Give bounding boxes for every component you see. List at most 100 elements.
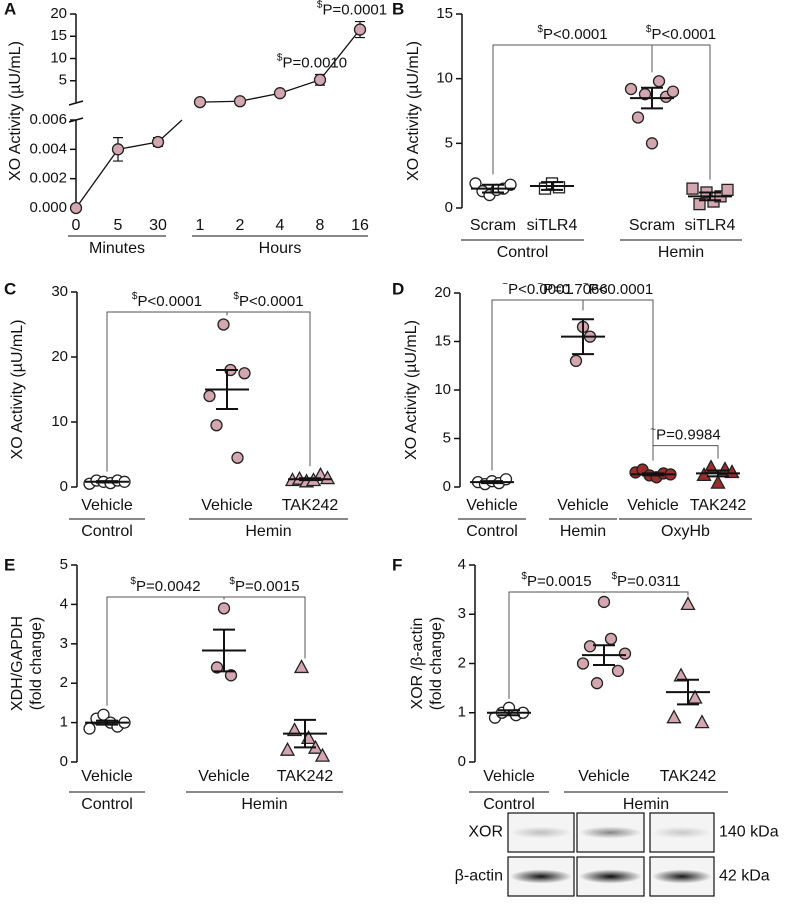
p-value-annotation: $P=0.0001 <box>317 0 387 19</box>
data-point <box>504 178 517 191</box>
y-tick-label: 10 <box>436 70 453 87</box>
y-tick-label: 5 <box>443 429 451 446</box>
y-tick-label: 0 <box>445 199 453 216</box>
y-tick-label: 0.006 <box>29 111 67 128</box>
data-point <box>687 689 703 704</box>
data-point <box>314 747 331 762</box>
data-point <box>231 451 244 464</box>
x-category-label: TAK242 <box>282 497 339 514</box>
blot-band <box>510 826 572 839</box>
y-tick-label: 0.000 <box>29 199 67 216</box>
blot-row-label: XOR <box>468 824 503 841</box>
sem-bar <box>498 709 520 717</box>
y-axis-label: XO Activity (µU/mL) <box>403 320 420 460</box>
p-value: ~P<0.0001 <box>583 279 654 298</box>
x-category-label: 5 <box>114 217 123 234</box>
superscript-mark: $ <box>130 576 136 587</box>
p-value: $P=0.0042 <box>130 576 200 595</box>
sem-bar <box>642 472 664 477</box>
data-point <box>569 354 583 368</box>
x-category-label: siTLR4 <box>685 217 736 234</box>
p-value: ~P=0.9984 <box>650 425 721 444</box>
data-point <box>673 667 689 682</box>
blot-band <box>579 826 642 839</box>
panel-letter: F <box>392 555 402 574</box>
superscript-mark: $ <box>646 24 652 35</box>
p-value-text: P=0.0001 <box>322 2 387 19</box>
data-point <box>631 111 645 124</box>
p-value-text: P=0.0010 <box>282 54 347 71</box>
group-label: Control <box>466 523 518 540</box>
data-point <box>193 95 207 109</box>
p-value-text: P<0.0001 <box>543 26 608 43</box>
y-tick-label: 4 <box>60 595 68 612</box>
blot-band <box>510 869 572 884</box>
x-category-label: Vehicle <box>81 497 133 514</box>
y-axis-label: XO Activity (µU/mL) <box>405 41 422 181</box>
x-category-label: Vehicle <box>557 497 609 514</box>
group-label: Hemin <box>241 796 287 813</box>
group-label: OxyHb <box>661 523 710 540</box>
superscript-mark: ~ <box>502 279 508 290</box>
p-value: $P<0.0001 <box>537 24 607 43</box>
data-point <box>710 474 726 489</box>
data-point <box>611 664 625 678</box>
sem-bar <box>707 469 729 478</box>
data-point <box>652 75 666 88</box>
sem-bar <box>213 628 235 673</box>
blot-row-label: β-actin <box>455 868 503 885</box>
y-axis-label: XDH/GAPDH <box>9 616 26 711</box>
y-axis-label: XO Activity (µU/mL) <box>7 41 24 181</box>
superscript-mark: ~ <box>583 279 589 290</box>
sem-bar <box>699 191 721 202</box>
p-value: $P<0.0001 <box>233 291 303 310</box>
p-value: ~P<0.0001 <box>502 279 573 298</box>
data-point <box>666 85 680 98</box>
p-value: $P<0.0001 <box>646 24 716 43</box>
sem-bar <box>593 644 615 666</box>
data-point <box>666 709 682 724</box>
significance-bracket <box>491 299 654 471</box>
data-point <box>210 419 223 432</box>
axis-break <box>68 117 84 123</box>
y-tick-label: 5 <box>60 556 68 573</box>
data-point <box>353 23 367 36</box>
p-value-text: P=0.0311 <box>617 573 681 590</box>
x-category-label: Vehicle <box>198 768 250 785</box>
p-value-text: P=0.0015 <box>235 578 300 595</box>
p-value-text: P=0.0042 <box>136 578 201 595</box>
y-axis-label: (fold change) <box>28 617 45 710</box>
data-point <box>576 657 590 670</box>
data-point <box>83 722 96 735</box>
superscript-mark: ~ <box>537 279 543 290</box>
significance-bracket <box>491 299 584 471</box>
significance-bracket <box>226 311 311 467</box>
y-tick-label: 0 <box>443 478 451 495</box>
superscript-mark: $ <box>317 0 323 11</box>
data-point <box>618 647 632 660</box>
x-category-label: 30 <box>149 217 167 234</box>
data-point <box>233 95 247 108</box>
y-tick-label: 3 <box>458 605 466 622</box>
data-point <box>319 470 336 485</box>
p-value: $P<0.0001 <box>132 291 202 310</box>
data-point <box>313 73 327 87</box>
group-label: Hemin <box>560 523 606 540</box>
x-category-label: siTLR4 <box>527 217 578 234</box>
y-tick-label: 4 <box>458 556 466 573</box>
x-category-label: 0 <box>72 217 81 234</box>
x-category-label: TAK242 <box>660 768 717 785</box>
sem-bar <box>677 678 699 706</box>
group-label: Control <box>497 244 549 261</box>
y-tick-label: 3 <box>60 635 68 652</box>
y-tick-label: 1 <box>458 704 466 721</box>
blot-band <box>579 869 642 884</box>
y-tick-label: 10 <box>51 413 68 430</box>
significance-bracket <box>582 299 654 461</box>
group-label: Control <box>81 796 133 813</box>
group-label: Hemin <box>623 796 669 813</box>
x-category-label: 4 <box>276 217 285 234</box>
x-category-label: 1 <box>196 217 205 234</box>
data-point <box>224 669 238 682</box>
